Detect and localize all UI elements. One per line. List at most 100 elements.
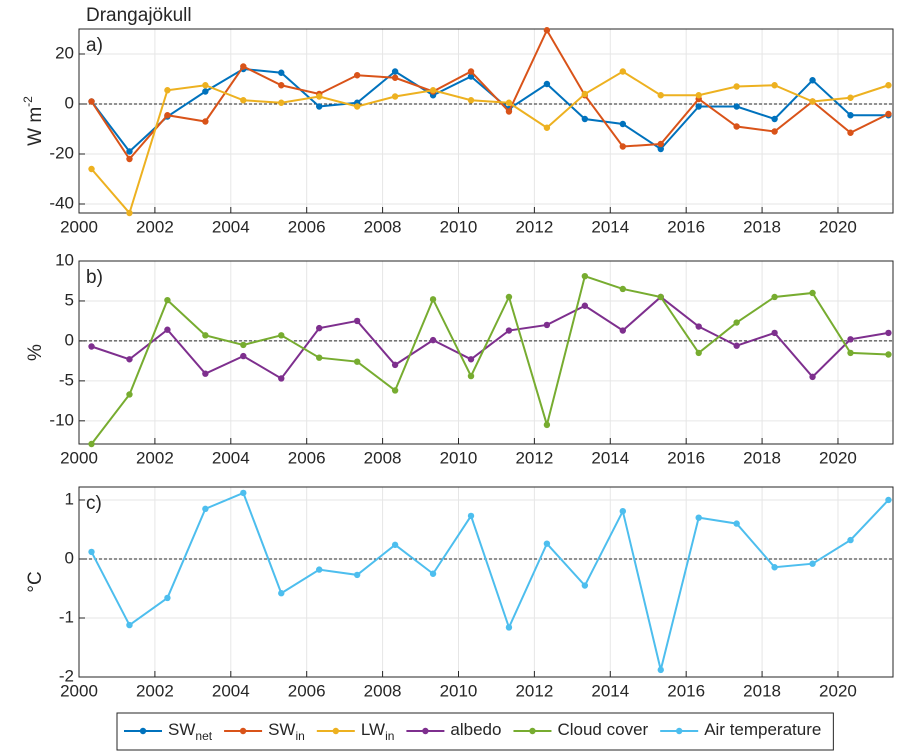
data-point <box>88 548 95 556</box>
data-point <box>353 72 361 79</box>
legend-marker <box>422 727 429 735</box>
data-point <box>316 354 323 361</box>
data-point <box>391 68 399 75</box>
data-point <box>126 356 133 363</box>
x-tick-label: 2004 <box>212 217 250 236</box>
legend-marker <box>529 727 536 735</box>
data-point <box>695 92 702 99</box>
data-point <box>771 564 778 571</box>
legend-label-text: albedo <box>450 720 501 739</box>
legend-label-text: Cloud cover <box>557 720 648 739</box>
legend-label: LWin <box>361 720 395 743</box>
data-point <box>809 289 816 297</box>
y-tick-label: -10 <box>49 410 74 429</box>
data-point <box>164 594 171 602</box>
data-point <box>164 296 171 304</box>
data-point <box>809 77 816 84</box>
data-point <box>88 440 95 448</box>
data-point <box>581 115 589 123</box>
data-point <box>733 123 740 130</box>
y-tick-label: -1 <box>59 607 74 626</box>
data-point <box>505 293 513 301</box>
data-point <box>885 351 892 358</box>
data-point <box>581 90 589 98</box>
axes-box <box>78 28 894 214</box>
x-tick-label: 2016 <box>667 681 705 700</box>
data-point <box>809 373 816 381</box>
data-point <box>809 560 816 567</box>
axes-box <box>78 260 894 445</box>
data-point <box>429 570 437 577</box>
data-point <box>391 387 399 394</box>
data-point <box>429 336 437 344</box>
data-point <box>126 155 133 163</box>
data-point <box>619 68 627 75</box>
data-point <box>126 621 133 629</box>
plot-area <box>79 487 893 677</box>
y-tick-label: 1 <box>65 489 74 508</box>
data-point <box>353 103 361 110</box>
y-axis-label-text: °C <box>25 571 46 592</box>
panel-label: a) <box>86 35 103 56</box>
data-point <box>316 93 323 100</box>
data-point <box>202 332 209 339</box>
x-tick-label: 2016 <box>667 217 705 236</box>
data-point <box>771 115 778 123</box>
data-point <box>885 82 892 89</box>
data-point <box>164 87 171 94</box>
legend-label-text: SW <box>268 720 295 739</box>
data-point <box>505 624 513 631</box>
data-point <box>505 99 513 106</box>
y-tick-label: 10 <box>55 250 74 269</box>
data-point <box>847 536 854 544</box>
legend-marker <box>239 727 247 735</box>
legend-marker <box>675 727 683 735</box>
data-point <box>202 88 209 95</box>
data-point <box>316 324 323 332</box>
data-point <box>543 80 551 88</box>
data-point <box>733 520 740 527</box>
data-point <box>543 321 551 329</box>
x-tick-label: 2000 <box>60 217 98 236</box>
data-point <box>885 329 892 337</box>
data-point <box>885 496 892 504</box>
data-point <box>278 82 285 89</box>
legend-label: Cloud cover <box>557 720 648 739</box>
data-point <box>278 69 285 76</box>
x-tick-label: 2014 <box>591 448 629 467</box>
data-point <box>240 352 247 360</box>
data-point <box>847 112 854 119</box>
series-line <box>90 274 889 445</box>
data-point <box>467 97 475 104</box>
data-point <box>543 124 551 131</box>
data-point <box>467 512 475 520</box>
data-point <box>733 83 740 90</box>
data-point <box>353 571 361 579</box>
x-tick-label: 2008 <box>364 448 402 467</box>
data-point <box>202 505 209 513</box>
data-point <box>657 666 664 674</box>
legend-label: Air temperature <box>704 720 821 739</box>
data-point <box>771 293 778 301</box>
legend-label-sub: in <box>295 729 304 743</box>
data-point <box>240 97 247 104</box>
x-tick-label: 2002 <box>136 448 174 467</box>
series-line <box>90 28 889 161</box>
data-point <box>164 112 171 119</box>
series-line <box>90 491 890 671</box>
data-point <box>467 68 475 75</box>
data-point <box>695 103 702 110</box>
x-tick-label: 2000 <box>60 448 98 467</box>
data-point <box>278 332 285 339</box>
data-point <box>278 590 285 597</box>
data-point <box>543 421 551 429</box>
x-tick-label: 2006 <box>288 681 326 700</box>
data-point <box>316 566 323 573</box>
data-point <box>733 342 740 349</box>
data-point <box>353 358 361 365</box>
series-line <box>90 70 889 216</box>
chart-title: Drangajökull <box>86 5 192 26</box>
x-tick-label: 2012 <box>515 217 553 236</box>
data-point <box>126 148 133 155</box>
